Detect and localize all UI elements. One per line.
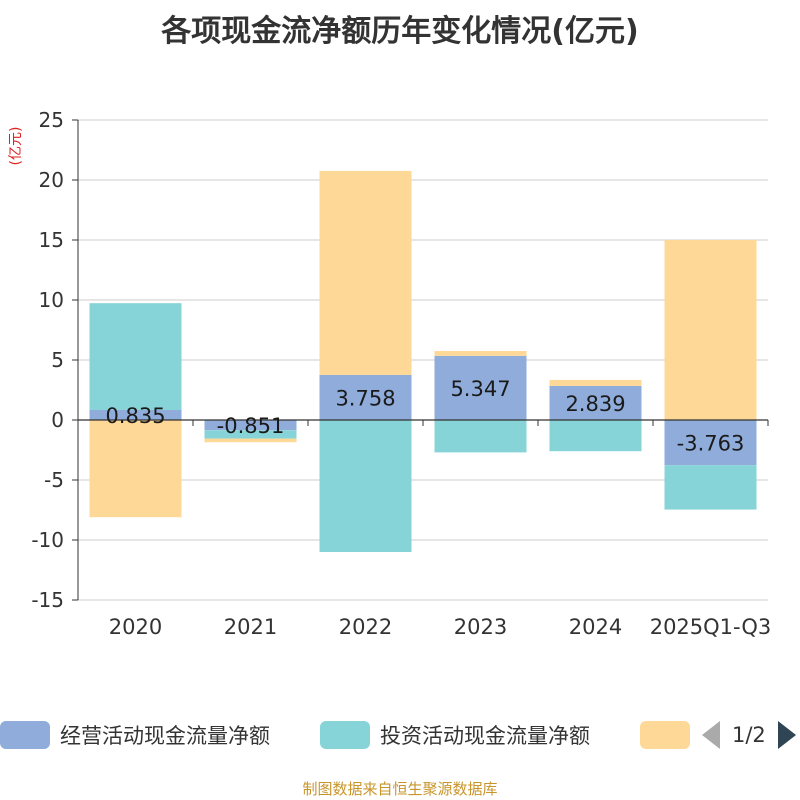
bar-investing-2025Q1-Q3 [664,465,757,510]
data-label: 2.839 [565,392,625,416]
legend-label-operating: 经营活动现金流量净额 [60,724,270,748]
data-label: -3.763 [677,432,745,456]
bar-operating-2020 [89,409,182,420]
bar-financing-2023 [434,351,527,356]
y-tick-label: 0 [51,408,64,432]
legend-swatch-investing [320,721,370,749]
legend-pager: 1/2 [702,720,796,750]
x-tick-label: 2021 [224,615,277,639]
bar-investing-2021 [204,430,297,439]
y-axis-label: (亿元) [8,127,24,166]
data-label: 3.758 [335,386,395,410]
legend-swatch-operating [0,721,50,749]
y-tick-label: 5 [51,348,64,372]
bar-investing-2023 [434,420,527,453]
y-tick-label: -15 [31,588,64,612]
bar-financing-2021 [204,438,297,443]
data-label: -0.851 [217,414,285,438]
chart-title: 各项现金流净额历年变化情况(亿元) [161,14,639,49]
bar-financing-2025Q1-Q3 [664,240,757,420]
y-tick-label: -5 [44,468,64,492]
bar-investing-2024 [549,420,642,452]
legend-item-investing[interactable]: 投资活动现金流量净额 [320,720,590,750]
x-tick-label: 2023 [454,615,507,639]
legend-label-investing: 投资活动现金流量净额 [380,724,590,748]
legend-page-indicator: 1/2 [732,723,766,747]
bar-operating-2024 [549,385,642,420]
chart-plot: 25 20 15 10 5 0 -5 -10 -15 (亿元) 2020 2021 2022 2023 20… [8,108,772,639]
x-tick-label: 2022 [339,615,392,639]
y-tick-label: 20 [39,168,64,192]
bar-financing-2020 [89,420,182,518]
legend-item-operating[interactable]: 经营活动现金流量净额 [0,720,270,750]
bar-investing-2020 [89,303,182,410]
x-tick-label: 2024 [569,615,622,639]
data-label: 5.347 [450,377,510,401]
legend-swatch-financing [640,721,690,749]
bar-operating-2022 [319,374,412,420]
legend-next-page-icon[interactable] [777,721,796,749]
bar-investing-2022 [319,420,412,552]
y-tick-label: 10 [39,288,64,312]
y-tick-label: 25 [39,108,64,132]
legend-item-financing[interactable] [640,720,700,750]
x-tick-label: 2020 [109,615,162,639]
x-tick-label: 2025Q1-Q3 [650,615,772,639]
legend-prev-page-icon[interactable] [702,721,720,749]
bar-financing-2022 [319,170,412,375]
bar-operating-2023 [434,355,527,420]
y-tick-label: 15 [39,228,64,252]
y-tick-label: -10 [31,528,64,552]
legend: 经营活动现金流量净额 投资活动现金流量净额 1/2 [0,716,800,756]
data-label: 0.835 [105,404,165,428]
bar-operating-2025Q1-Q3 [664,420,757,466]
source-note: 制图数据来自恒生聚源数据库 [302,780,498,798]
bar-operating-2021 [204,420,297,431]
bar-financing-2024 [549,379,642,386]
